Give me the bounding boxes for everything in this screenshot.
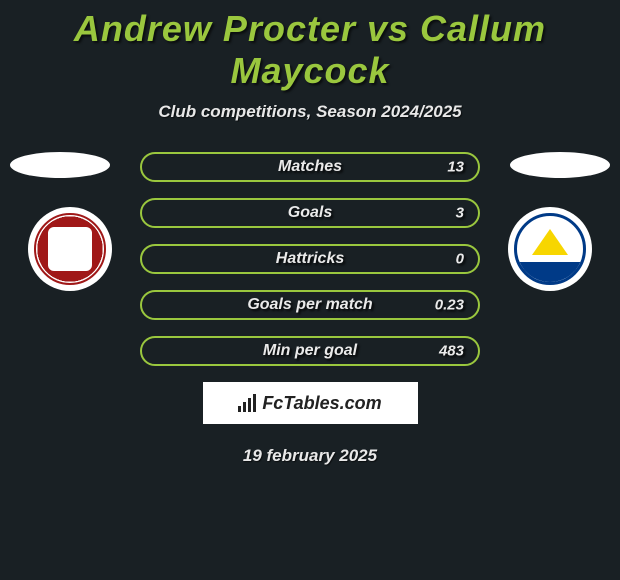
stat-label: Hattricks [276,250,344,268]
stat-row-min-per-goal: Min per goal 483 [140,336,480,366]
accrington-crest-icon [34,213,106,285]
club-badge-left [28,207,112,291]
subtitle: Club competitions, Season 2024/2025 [0,102,620,122]
stat-row-goals-per-match: Goals per match 0.23 [140,290,480,320]
stat-value-right: 0.23 [435,297,464,314]
main-area: Matches 13 Goals 3 Hattricks 0 Goals per… [0,152,620,466]
stat-value-right: 3 [456,205,464,222]
bar-chart-icon [238,394,256,412]
stat-label: Matches [278,158,342,176]
brand-logo-box: FcTables.com [203,382,418,424]
widget-container: Andrew Procter vs Callum Maycock Club co… [0,0,620,466]
comparison-title: Andrew Procter vs Callum Maycock [0,0,620,92]
stat-label: Goals per match [247,296,372,314]
stat-value-right: 0 [456,251,464,268]
stat-value-right: 13 [447,159,464,176]
stat-value-right: 483 [439,343,464,360]
player-silhouette-left [10,152,110,178]
brand-logo-text: FcTables.com [262,393,381,414]
stat-row-matches: Matches 13 [140,152,480,182]
date-text: 19 february 2025 [0,446,620,466]
afc-wimbledon-crest-icon [514,213,586,285]
stat-label: Min per goal [263,342,357,360]
stat-label: Goals [288,204,332,222]
stats-list: Matches 13 Goals 3 Hattricks 0 Goals per… [140,152,480,366]
stat-row-hattricks: Hattricks 0 [140,244,480,274]
stat-row-goals: Goals 3 [140,198,480,228]
player-silhouette-right [510,152,610,178]
brand-logo: FcTables.com [238,393,381,414]
club-badge-right [508,207,592,291]
